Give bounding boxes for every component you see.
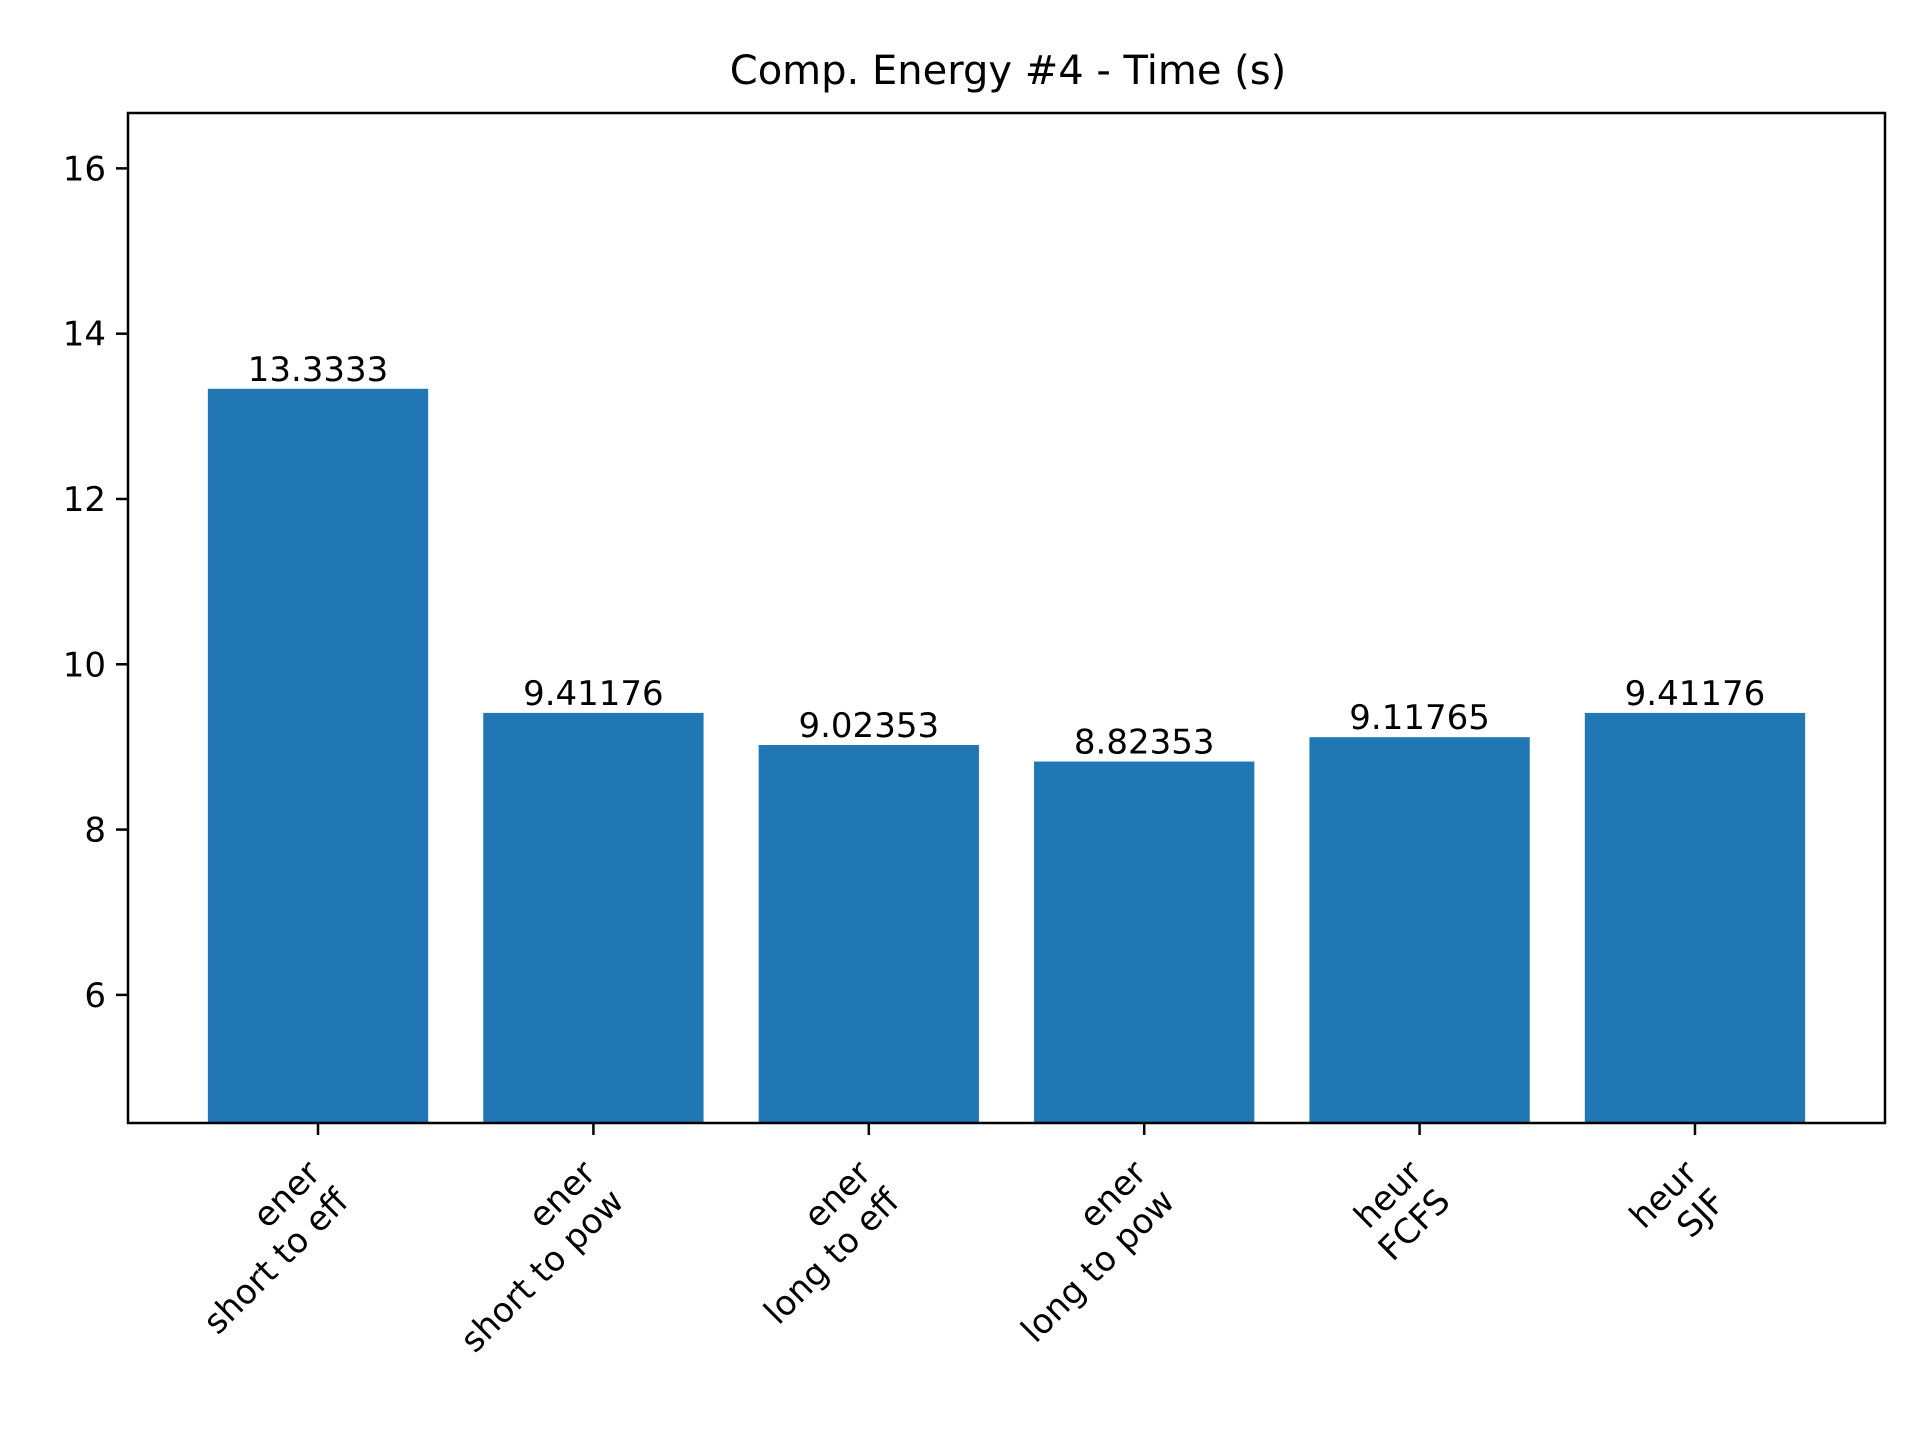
bar: [758, 744, 979, 1123]
x-tick-label: heurFCFS: [1342, 1153, 1458, 1269]
bar: [1034, 761, 1255, 1123]
x-tick-label: enerlong to pow: [985, 1153, 1183, 1351]
value-labels-layer: 13.3333 9.41176 9.02353 8.82353 9.11765 9.411…: [248, 350, 1766, 763]
x-tick-label: heurSJF: [1622, 1153, 1734, 1265]
x-tick-label: enershort to pow: [425, 1153, 632, 1360]
bar: [1584, 712, 1806, 1123]
bar-value-label: 9.41176: [523, 674, 664, 714]
x-tick-label: enerlong to eff: [728, 1152, 908, 1332]
bar-value-label: 9.41176: [1625, 674, 1766, 714]
bar-value-label: 9.11765: [1349, 698, 1490, 738]
x-axis: enershort to eff enershort to pow enerlong…: [168, 1123, 1734, 1360]
bar-value-label: 8.82353: [1074, 723, 1215, 763]
y-tick-label: 8: [84, 811, 106, 851]
bar: [1309, 737, 1530, 1123]
bar-value-label: 9.02353: [798, 706, 939, 746]
y-tick-label: 12: [63, 480, 106, 520]
chart-title: Comp. Energy #4 - Time (s): [730, 48, 1286, 94]
x-tick-label: enershort to eff: [168, 1152, 358, 1342]
y-tick-label: 14: [63, 315, 106, 355]
y-axis: 6 8 10 12 14 16: [63, 149, 128, 1016]
bar: [207, 388, 429, 1123]
bar: [483, 712, 704, 1123]
y-tick-label: 16: [63, 149, 106, 189]
y-tick-label: 6: [84, 976, 106, 1016]
bars-layer: [207, 388, 1806, 1123]
y-tick-label: 10: [63, 645, 106, 685]
plot-area-frame: [126, 111, 1887, 1125]
bar-value-label: 13.3333: [248, 350, 389, 390]
